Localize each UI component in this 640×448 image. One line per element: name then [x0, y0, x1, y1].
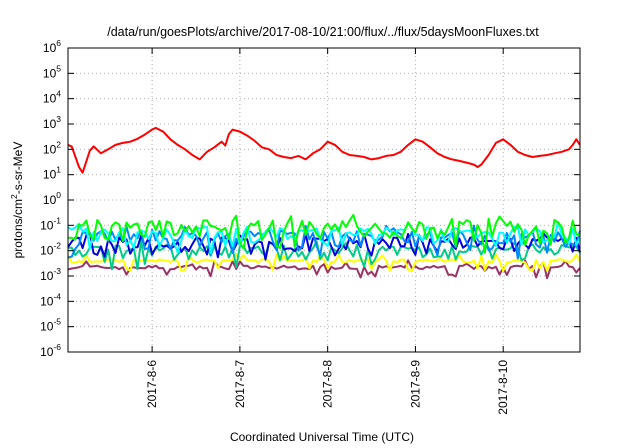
- y-tick-label: 10-4: [40, 291, 61, 308]
- y-axis-label-main: protons/cm: [11, 199, 25, 258]
- series-line: [67, 232, 581, 261]
- series-line: [67, 214, 581, 254]
- chart-title: /data/run/goesPlots/archive/2017-08-10/2…: [107, 25, 539, 39]
- x-axis-label: Coordinated Universal Time (UTC): [230, 430, 414, 444]
- y-axis-label-superscript: 2: [9, 194, 19, 199]
- y-tick-label: 102: [43, 139, 61, 156]
- series-line: [67, 259, 581, 280]
- x-tick-label: 2017-8-9: [408, 360, 422, 408]
- series-line: [67, 220, 581, 255]
- y-axis-label: protons/cm2-s-sr-MeV: [9, 142, 25, 259]
- y-tick-label: 10-2: [40, 241, 61, 258]
- y-tick-label: 101: [43, 165, 61, 182]
- x-tick-label: 2017-8-8: [321, 360, 335, 408]
- y-tick-label: 10-3: [40, 266, 61, 283]
- x-axis-ticks: 2017-8-6 2017-8-7 2017-8-8 2017-8-9 2017-8-1…: [145, 48, 510, 415]
- x-tick-label: 2017-8-7: [233, 360, 247, 408]
- x-tick-label: 2017-8-10: [496, 360, 510, 415]
- y-axis-ticks: 10-6 10-5 10-4 10-3 10-2 10-1 100 101 102 103 104 1…: [40, 38, 580, 359]
- series-line: [67, 253, 581, 272]
- series-line: [67, 126, 581, 174]
- y-tick-label: 10-6: [40, 342, 61, 359]
- y-tick-label: 10-5: [40, 317, 61, 334]
- x-tick-label: 2017-8-6: [145, 360, 159, 408]
- y-tick-label: 10-1: [40, 215, 61, 232]
- y-tick-label: 104: [43, 89, 61, 106]
- plot-series: [67, 126, 581, 280]
- y-tick-label: 103: [43, 114, 61, 131]
- grid-lines: [68, 48, 580, 352]
- y-tick-label: 105: [43, 63, 61, 80]
- y-tick-label: 106: [43, 38, 61, 55]
- y-axis-label-rest: -s-sr-MeV: [11, 142, 25, 195]
- y-tick-label: 100: [43, 190, 61, 207]
